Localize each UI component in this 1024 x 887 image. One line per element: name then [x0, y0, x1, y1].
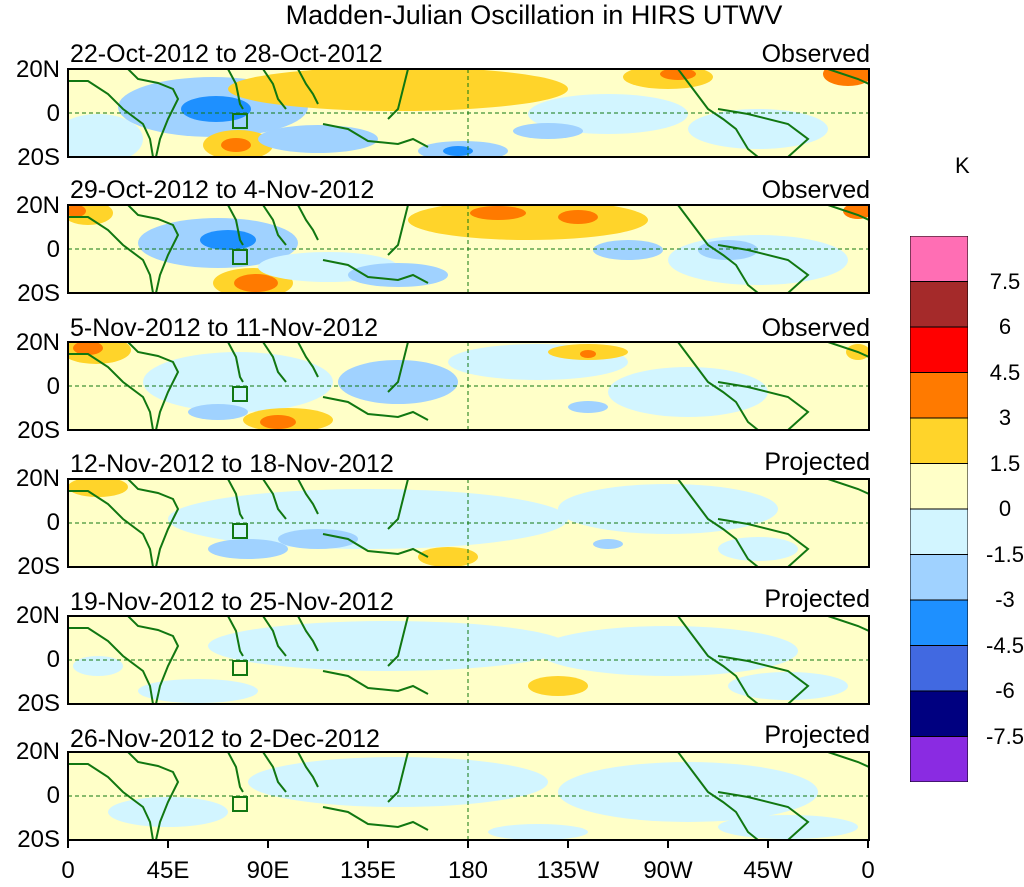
- panel-1-map: [68, 69, 869, 157]
- panel-5-lat-0: 0: [46, 646, 60, 673]
- colorbar-label: -3: [995, 587, 1015, 612]
- panel-5-lat-20n: 20N: [15, 602, 60, 629]
- panel-3-lat-20s: 20S: [17, 417, 60, 444]
- colorbar-label: 0: [998, 496, 1012, 521]
- panel-4-lat-0: 0: [46, 509, 60, 536]
- panel-2-status: Observed: [761, 176, 870, 204]
- panel-2-date-range: 29-Oct-2012 to 4-Nov-2012: [70, 176, 375, 204]
- panel-1-date-range: 22-Oct-2012 to 28-Oct-2012: [70, 40, 383, 68]
- colorbar-swatch: [910, 554, 968, 601]
- panel-4-map: [68, 479, 869, 567]
- panel-3-map: [68, 342, 869, 430]
- panel-2-map: [68, 205, 869, 293]
- panel-1-lat-20s: 20S: [17, 144, 60, 171]
- panel-3-lat-0: 0: [46, 373, 60, 400]
- colorbar-swatch: [910, 463, 968, 510]
- panel-1-status: Observed: [761, 40, 870, 68]
- panel-2-lat-20s: 20S: [17, 280, 60, 307]
- panel-5-date-range: 19-Nov-2012 to 25-Nov-2012: [70, 588, 394, 616]
- colorbar-swatch: [910, 326, 968, 373]
- colorbar-label: 7.5: [989, 268, 1021, 294]
- panel-6-status: Projected: [764, 721, 870, 749]
- panel-4-date-range: 12-Nov-2012 to 18-Nov-2012: [70, 450, 394, 478]
- colorbar-swatch: [910, 281, 968, 328]
- colorbar-swatch: [910, 372, 968, 419]
- panel-4-lat-20n: 20N: [15, 465, 60, 492]
- panel-2-lat-0: 0: [46, 236, 60, 263]
- panel-1-lat-20n: 20N: [15, 56, 60, 83]
- lon-label-45w: 45W: [743, 857, 793, 884]
- panel-5-lat-20s: 20S: [17, 690, 60, 717]
- colorbar-label: -6: [995, 678, 1015, 703]
- colorbar-label: -4.5: [986, 632, 1024, 658]
- colorbar-swatch: [910, 599, 968, 646]
- colorbar-swatch: [910, 690, 968, 737]
- panel-3-lat-20n: 20N: [15, 329, 60, 356]
- lon-label-135w: 135W: [536, 857, 600, 884]
- panel-4-lat-20s: 20S: [17, 553, 60, 580]
- colorbar-label: -1.5: [986, 541, 1024, 567]
- lon-label-135e: 135E: [339, 857, 397, 884]
- colorbar-swatch: [910, 645, 968, 692]
- lon-label-0-end: 0: [861, 857, 875, 884]
- lon-label-90w: 90W: [643, 857, 693, 884]
- panel-6-map: [68, 752, 869, 840]
- colorbar-unit: K: [955, 153, 970, 178]
- lon-label-90e: 90E: [246, 857, 290, 884]
- panel-6-date-range: 26-Nov-2012 to 2-Dec-2012: [70, 725, 380, 753]
- colorbar-swatch: [910, 236, 968, 282]
- panel-6-lat-0: 0: [46, 782, 60, 809]
- lon-label-180: 180: [447, 857, 489, 884]
- colorbar-swatch: [910, 508, 968, 555]
- panel-6-lat-20n: 20N: [15, 738, 60, 765]
- colorbar-label: 4.5: [989, 359, 1021, 385]
- panel-2-lat-20n: 20N: [15, 192, 60, 219]
- panel-4-status: Projected: [764, 448, 870, 476]
- panel-3-status: Observed: [761, 314, 870, 342]
- panel-5-status: Projected: [764, 585, 870, 613]
- colorbar-label: 6: [998, 314, 1012, 339]
- lon-label-45e: 45E: [146, 857, 190, 884]
- colorbar-label: 3: [998, 405, 1012, 430]
- panel-5-map: [68, 616, 869, 704]
- colorbar: [910, 236, 968, 782]
- panel-1-lat-0: 0: [46, 100, 60, 127]
- panel-3-date-range: 5-Nov-2012 to 11-Nov-2012: [70, 314, 379, 342]
- colorbar-swatch: [910, 736, 968, 782]
- colorbar-swatch: [910, 417, 968, 464]
- chart-title: Madden-Julian Oscillation in HIRS UTWV: [285, 0, 783, 30]
- lon-label-0: 0: [61, 857, 75, 884]
- panel-6-lat-20s: 20S: [17, 826, 60, 853]
- colorbar-label: -7.5: [986, 723, 1024, 749]
- colorbar-label: 1.5: [989, 450, 1021, 476]
